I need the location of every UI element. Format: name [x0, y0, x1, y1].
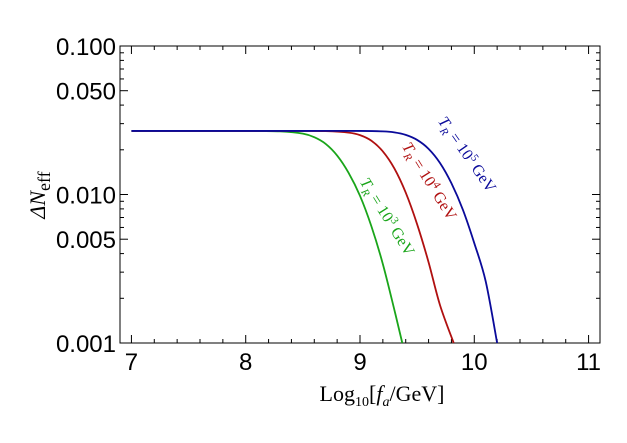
x-tick-label: 8 [239, 349, 252, 376]
x-tick-label: 11 [576, 349, 601, 376]
y-axis-label: ΔNeff [25, 171, 54, 219]
x-tick-label: 10 [461, 349, 488, 376]
series-line-1 [131, 129, 404, 344]
series-curves [131, 129, 499, 344]
curve-label-1: TR = 103 GeV [354, 174, 420, 261]
y-tick-label: 0.010 [56, 183, 116, 210]
series-line-3 [131, 129, 499, 344]
y-tick-label: 0.100 [56, 34, 116, 61]
y-tick-label: 0.001 [56, 331, 116, 358]
x-axis-label: Log10[fa/GeV] [320, 381, 445, 410]
x-tick-label: 9 [353, 349, 366, 376]
axis-ticks: 7 8 9 10 11 0.001 0.005 0.010 0.050 0.100 [56, 34, 601, 376]
x-tick-label: 7 [125, 349, 138, 376]
x-axis-label-sub: 10 [355, 395, 369, 410]
y-tick-label: 0.005 [56, 227, 116, 254]
y-tick-label: 0.050 [56, 79, 116, 106]
